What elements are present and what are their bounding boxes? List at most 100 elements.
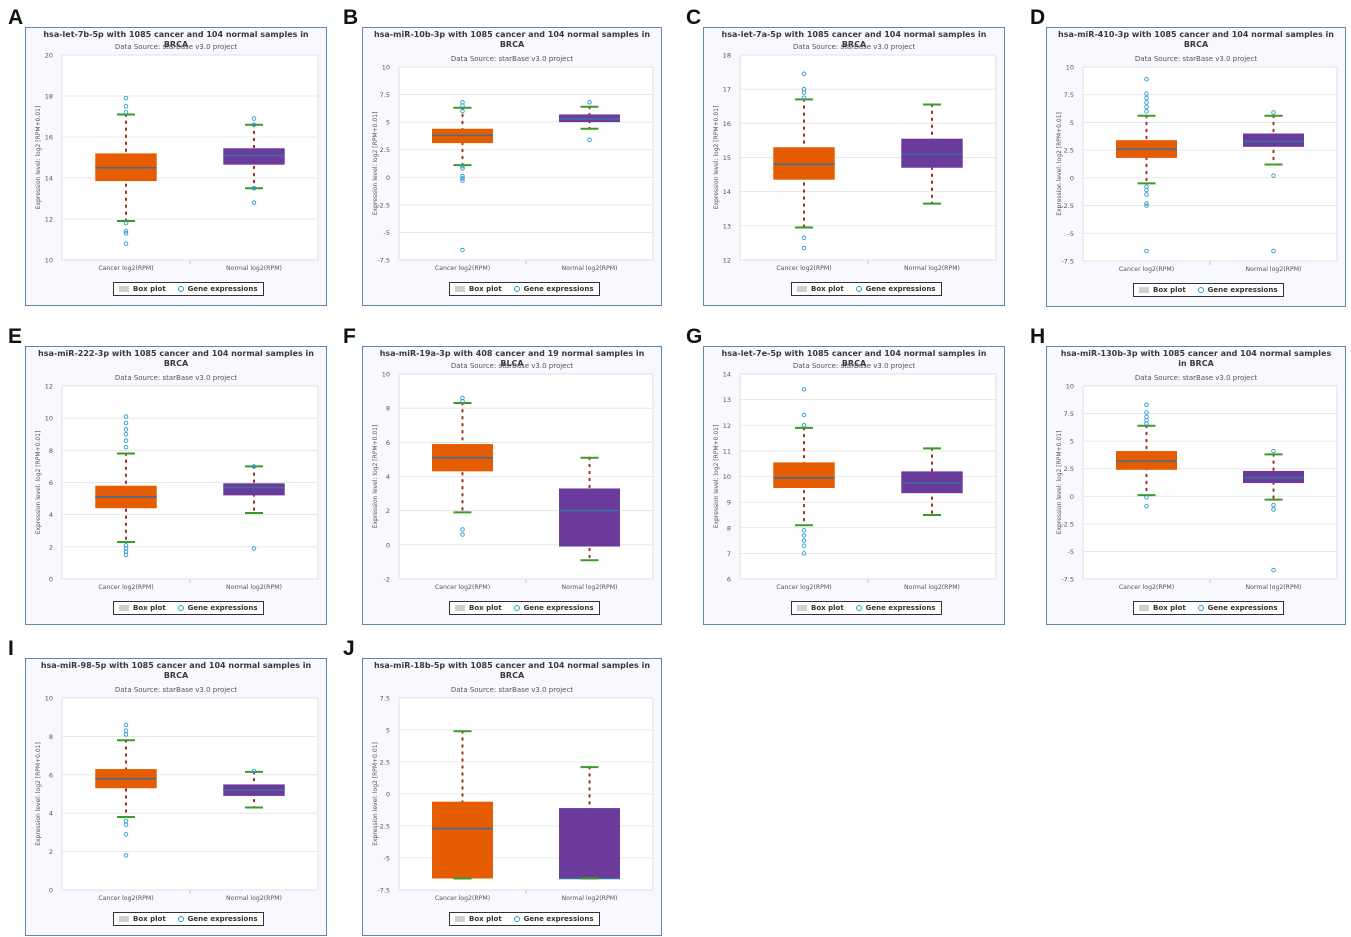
chart-subtitle: Data Source: starBase v3.0 project xyxy=(114,374,238,382)
legend-gene-expressions-label: Gene expressions xyxy=(865,285,936,293)
y-tick-label: 20 xyxy=(45,52,53,60)
legend-gene-expressions-label: Gene expressions xyxy=(523,604,594,612)
y-tick-label: 12 xyxy=(45,383,53,391)
y-tick-label: 0 xyxy=(1070,174,1074,182)
outlier-point xyxy=(123,231,129,236)
panel-letter: C xyxy=(686,6,702,29)
iqr-box xyxy=(223,148,285,165)
box-plot: -7.5 -5 -2.5 0 2.5 5 7.5 10 Expression level: lo… xyxy=(1056,383,1338,591)
legend: Box plot Gene expressions xyxy=(791,282,942,296)
y-tick-label: 9 xyxy=(727,499,731,507)
box-plot: -7.5 -5 -2.5 0 2.5 5 7.5 10 Expression level: lo… xyxy=(372,64,654,272)
outlier-point xyxy=(1144,104,1149,110)
outlier-point xyxy=(123,229,129,234)
y-axis-label: Expression level: log2 [RPM+0.01] xyxy=(713,425,720,529)
outlier-point xyxy=(460,164,465,169)
y-tick-label: 0 xyxy=(49,887,53,895)
chart-subtitle: Data Source: starBase v3.0 project xyxy=(450,686,574,694)
y-axis-label: Expression level: log2 [RPM+0.01] xyxy=(372,742,379,846)
x-category-label: Normal log2(RPM) xyxy=(1246,584,1302,591)
outlier-point xyxy=(123,438,129,443)
y-tick-label: -7.5 xyxy=(377,257,390,265)
chart-subtitle: Data Source: starBase v3.0 project xyxy=(114,686,238,694)
y-tick-label: 5 xyxy=(1070,119,1074,127)
outlier-point xyxy=(251,116,257,121)
x-category-label: Normal log2(RPM) xyxy=(562,265,618,272)
y-tick-label: -2.5 xyxy=(377,823,390,831)
y-tick-label: 8 xyxy=(49,447,53,455)
legend: Box plot Gene expressions xyxy=(449,282,600,296)
outlier-point xyxy=(123,414,129,419)
legend-box-plot-label: Box plot xyxy=(469,285,502,293)
gene-expression-marker xyxy=(177,286,184,292)
outlier-point xyxy=(251,185,257,191)
y-tick-label: -7.5 xyxy=(377,887,390,895)
outlier-point xyxy=(801,235,807,241)
outlier-point xyxy=(460,527,465,532)
outlier-point xyxy=(460,178,465,183)
outlier-point xyxy=(1271,448,1276,454)
x-category-label: Cancer log2(RPM) xyxy=(435,895,490,902)
y-tick-label: 13 xyxy=(723,222,731,230)
x-category-label: Normal log2(RPM) xyxy=(562,584,618,591)
outlier-point xyxy=(123,220,129,226)
y-tick-label: 15 xyxy=(723,154,731,162)
y-tick-label: 18 xyxy=(45,93,53,101)
y-tick-label: -2.5 xyxy=(1061,520,1074,528)
outlier-point xyxy=(1144,248,1149,254)
outlier-point xyxy=(123,241,129,246)
y-tick-label: 0 xyxy=(386,174,390,182)
box-plot: 0 2 4 6 8 10 Expression level: log2 [RPM+0.01]… xyxy=(35,695,319,902)
box-plot-swatch xyxy=(1139,287,1149,293)
y-tick-label: 4 xyxy=(49,511,53,519)
x-category-label: Normal log2(RPM) xyxy=(226,584,282,591)
panel-letter: J xyxy=(343,637,355,660)
outlier-point xyxy=(1271,507,1276,512)
outlier-point xyxy=(1144,414,1149,420)
normal-box-group xyxy=(901,447,963,516)
legend-gene-expressions-label: Gene expressions xyxy=(187,915,258,923)
chart-title: hsa-let-7e-5p with 1085 cancer and 104 n… xyxy=(721,349,987,368)
chart-title: hsa-miR-130b-3p with 1085 cancer and 104… xyxy=(1060,349,1332,368)
outlier-point xyxy=(1144,192,1149,197)
cancer-box-group xyxy=(95,722,157,858)
iqr-box xyxy=(559,808,620,879)
box-plot-swatch xyxy=(1139,605,1149,611)
outlier-point xyxy=(1144,410,1149,415)
x-category-label: Normal log2(RPM) xyxy=(904,584,960,591)
y-tick-label: 6 xyxy=(49,771,53,779)
y-tick-label: 7.5 xyxy=(1064,91,1074,99)
legend-box-plot-label: Box plot xyxy=(469,604,502,612)
gene-expression-marker xyxy=(1197,287,1204,293)
box-plot: 0 2 4 6 8 10 12 Expression level: log2 [RPM+0.0… xyxy=(35,383,319,591)
legend-box-plot-label: Box plot xyxy=(133,604,166,612)
panel-letter: D xyxy=(1030,6,1046,29)
legend-gene-expressions-label: Gene expressions xyxy=(523,285,594,293)
legend-box-plot-label: Box plot xyxy=(811,285,844,293)
outlier-point xyxy=(1144,203,1149,208)
outlier-point xyxy=(460,166,465,171)
chart-title: hsa-miR-18b-5p with 1085 cancer and 104 … xyxy=(373,661,651,680)
box-plot-swatch xyxy=(119,605,129,611)
chart-title: hsa-miR-10b-3p with 1085 cancer and 104 … xyxy=(373,30,651,49)
box-plot: 12 13 14 15 16 17 18 Expression level: log2 [RP… xyxy=(713,52,997,272)
chart-panel-b: hsa-miR-10b-3p with 1085 cancer and 104 … xyxy=(362,27,662,306)
y-tick-label: 5 xyxy=(1070,438,1074,446)
panel-letter: A xyxy=(8,6,24,29)
y-tick-label: 7.5 xyxy=(380,91,390,99)
legend-box-plot-label: Box plot xyxy=(133,915,166,923)
outlier-point xyxy=(460,173,465,179)
chart-panel-e: hsa-miR-222-3p with 1085 cancer and 104 … xyxy=(25,346,327,625)
legend-gene-expressions-label: Gene expressions xyxy=(187,604,258,612)
y-tick-label: 2.5 xyxy=(1064,147,1074,155)
y-tick-label: 2 xyxy=(49,848,53,856)
outlier-point xyxy=(123,431,129,437)
outlier-point xyxy=(801,551,807,556)
y-tick-label: -5 xyxy=(384,855,390,863)
legend-gene-expressions-label: Gene expressions xyxy=(1207,286,1278,294)
y-tick-label: 6 xyxy=(727,576,731,584)
y-tick-label: 14 xyxy=(723,371,731,379)
outlier-point xyxy=(460,108,465,114)
legend: Box plot Gene expressions xyxy=(113,912,264,926)
y-tick-label: 5 xyxy=(386,119,390,127)
